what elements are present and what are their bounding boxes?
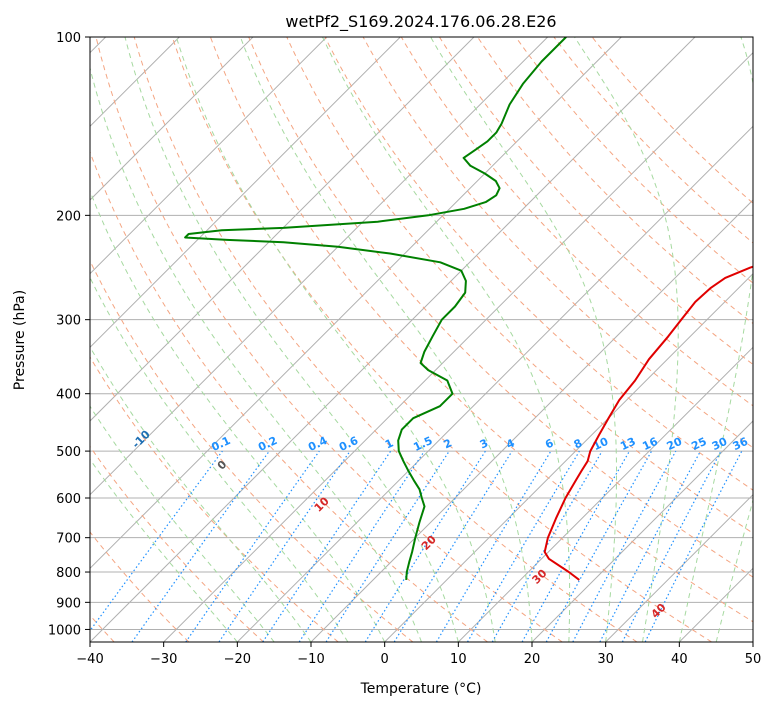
isotherm-line [163, 51, 753, 642]
moist-adiabat-line [124, 37, 459, 642]
mixing-ratio-line [218, 450, 351, 642]
y-tick-label: 700 [56, 532, 81, 547]
mixing-ratio-label: 16 [640, 435, 660, 453]
moist-adiabat-line [90, 189, 386, 642]
y-axis-title: Pressure (hPa) [12, 290, 28, 390]
mixing-ratio-line [262, 450, 392, 642]
mixing-ratio-label: 25 [689, 435, 708, 453]
dry-adiabat-line [477, 37, 753, 325]
x-tick-label: −20 [224, 652, 251, 667]
moist-adiabat-line [430, 37, 617, 642]
dry-adiabat-line [133, 37, 638, 642]
moist-adiabat-line [90, 345, 312, 642]
dewpoint-profile [184, 37, 567, 580]
moist-adiabat-line [90, 65, 422, 642]
moist-adiabat-line [90, 276, 349, 642]
x-tick-label: 30 [597, 652, 614, 667]
plot-background-lines [90, 37, 753, 642]
dry-adiabat-line [362, 37, 753, 449]
y-tick-label: 600 [56, 492, 81, 507]
mixing-ratio-label: 13 [618, 435, 637, 453]
isotherm-line [90, 37, 254, 201]
moist-adiabat-line [90, 405, 275, 642]
mixing-ratio-line [90, 450, 223, 632]
temperature-profile [543, 265, 753, 581]
dry-adiabat-line [438, 37, 753, 366]
moist-adiabat-line [574, 37, 679, 642]
mixing-ratio-line [545, 450, 653, 642]
isotherm-line [236, 125, 753, 642]
y-tick-label: 500 [56, 445, 81, 460]
x-tick-label: −10 [297, 652, 324, 667]
isotherm-line [90, 37, 401, 349]
dry-adiabat-line [95, 37, 563, 642]
x-tick-label: −30 [150, 652, 177, 667]
mixing-ratio-line [298, 450, 425, 642]
y-tick-label: 800 [56, 566, 81, 581]
mixing-ratio-line [644, 450, 743, 642]
y-tick-label: 1000 [48, 623, 81, 638]
isotherm-line [90, 37, 549, 496]
moist-adiabat-line [90, 458, 238, 642]
chart-title: wetPf2_S169.2024.176.06.28.E26 [285, 12, 556, 32]
x-tick-label: 40 [671, 652, 688, 667]
axes: −40 −30 −20 −10 0 10 20 30 40 50 100 200 300 400 500 60… [48, 31, 761, 667]
mixing-ratio-label: 36 [731, 435, 751, 453]
mixing-ratio-label: 30 [710, 435, 730, 453]
mixing-ratio-line [572, 450, 677, 642]
dry-adiabat-line [171, 37, 712, 642]
x-tick-label: 0 [381, 652, 389, 667]
plot-series [184, 37, 753, 581]
dry-adiabat-line [90, 259, 414, 642]
plot-frame [89, 36, 754, 643]
x-tick-label: 10 [450, 652, 467, 667]
x-tick-label: 20 [524, 652, 541, 667]
isotherm-line [457, 346, 753, 642]
y-tick-label: 900 [56, 596, 81, 611]
mixing-ratio-line [393, 450, 513, 642]
mixing-ratio-line [131, 450, 270, 642]
moist-adiabat-line [239, 37, 533, 642]
x-tick-label: −40 [76, 652, 103, 667]
y-tick-label: 200 [56, 209, 81, 224]
mixing-ratio-line [185, 450, 320, 642]
mixing-ratio-line [521, 450, 631, 642]
isotherm-line [531, 420, 753, 642]
dry-adiabat-line [591, 37, 753, 204]
isotherm-line [605, 493, 753, 642]
moist-adiabat-line [175, 37, 496, 642]
y-tick-label: 300 [56, 314, 81, 329]
isotherm-line [90, 37, 328, 275]
isotherm-line [90, 37, 622, 570]
x-tick-label: 50 [745, 652, 762, 667]
y-tick-label: 100 [56, 31, 81, 46]
moist-adiabat-line [322, 37, 571, 642]
dry-adiabat-line [248, 37, 753, 578]
mixing-ratio-label: 20 [665, 435, 685, 453]
dry-adiabat-line [400, 37, 753, 407]
mixing-ratio-line [325, 450, 450, 642]
dry-adiabat-line [90, 531, 190, 642]
y-tick-label: 400 [56, 388, 81, 403]
x-axis-title: Temperature (°C) [360, 681, 482, 697]
isotherm-line [384, 272, 753, 642]
isotherm-line [90, 37, 475, 422]
